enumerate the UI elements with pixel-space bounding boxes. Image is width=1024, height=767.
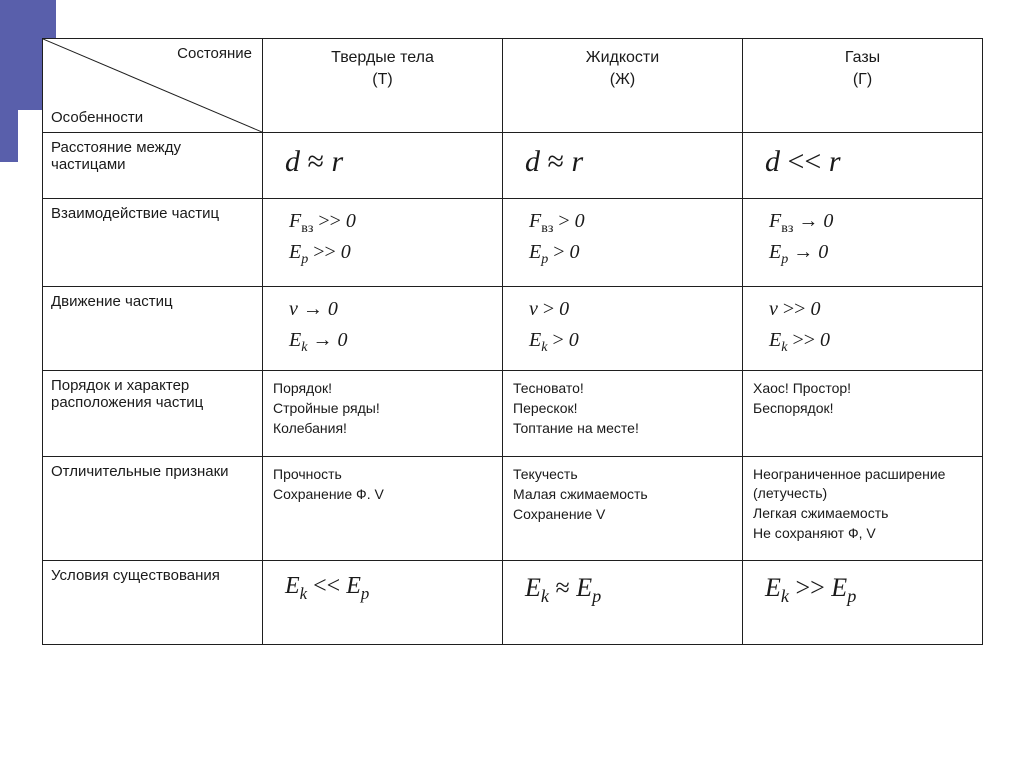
col-header-gas: Газы (Г): [743, 39, 983, 133]
cell-distance-liquid: d ≈ r: [503, 133, 743, 199]
cell-conditions-gas: Ek >> Ep: [743, 561, 983, 645]
list-item: Сохранение V: [513, 505, 732, 524]
row-features: Отличительные признаки Прочность Сохране…: [43, 457, 983, 561]
list-item: Беспорядок!: [753, 399, 972, 418]
table-header-row: Состояние Особенности Твердые тела (Т) Ж…: [43, 39, 983, 133]
cell-arrangement-gas: Хаос! Простор! Беспорядок!: [743, 371, 983, 457]
cell-interaction-liquid: Fвз > 0 Ep > 0: [503, 199, 743, 287]
row-distance: Расстояние между частицами d ≈ r d ≈ r d…: [43, 133, 983, 199]
rowlabel-motion: Движение частиц: [43, 287, 263, 371]
rowlabel-distance: Расстояние между частицами: [43, 133, 263, 199]
cell-motion-gas: v >> 0 Ek >> 0: [743, 287, 983, 371]
row-arrangement: Порядок и характер расположения частиц П…: [43, 371, 983, 457]
list-item: Топтание на месте!: [513, 419, 732, 438]
slide-accent-stripe: [0, 110, 18, 162]
col-title-solid: Твердые тела: [331, 49, 434, 66]
list-item: Текучесть: [513, 465, 732, 484]
list-item: Хаос! Простор!: [753, 379, 972, 398]
rowlabel-features: Отличительные признаки: [43, 457, 263, 561]
list-item: Прочность: [273, 465, 492, 484]
header-diagonal-cell: Состояние Особенности: [43, 39, 263, 133]
cell-interaction-gas: Fвз → 0 Ep → 0: [743, 199, 983, 287]
cell-arrangement-solid: Порядок! Стройные ряды! Колебания!: [263, 371, 503, 457]
rowlabel-conditions: Условия существования: [43, 561, 263, 645]
cell-features-solid: Прочность Сохранение Ф. V: [263, 457, 503, 561]
col-header-liquid: Жидкости (Ж): [503, 39, 743, 133]
header-diag-top: Состояние: [177, 45, 252, 62]
list-item: Колебания!: [273, 419, 492, 438]
col-title-gas: Газы: [845, 49, 880, 66]
cell-conditions-liquid: Ek ≈ Ep: [503, 561, 743, 645]
col-symbol-gas: (Г): [749, 71, 976, 89]
cell-motion-solid: v → 0 Ek → 0: [263, 287, 503, 371]
cell-distance-solid: d ≈ r: [263, 133, 503, 199]
header-diag-bottom: Особенности: [51, 109, 143, 126]
list-item: Легкая сжимаемость: [753, 504, 972, 523]
comparison-table: Состояние Особенности Твердые тела (Т) Ж…: [42, 38, 983, 645]
row-interaction: Взаимодействие частиц Fвз >> 0 Ep >> 0 F…: [43, 199, 983, 287]
col-header-solid: Твердые тела (Т): [263, 39, 503, 133]
cell-features-liquid: Текучесть Малая сжимаемость Сохранение V: [503, 457, 743, 561]
cell-interaction-solid: Fвз >> 0 Ep >> 0: [263, 199, 503, 287]
col-symbol-liquid: (Ж): [509, 71, 736, 89]
list-item: Тесновато!: [513, 379, 732, 398]
cell-features-gas: Неограниченное расширение (летучесть) Ле…: [743, 457, 983, 561]
rowlabel-arrangement: Порядок и характер расположения частиц: [43, 371, 263, 457]
list-item: Сохранение Ф. V: [273, 485, 492, 504]
list-item: Перескок!: [513, 399, 732, 418]
list-item: Не сохраняют Ф, V: [753, 524, 972, 543]
list-item: Малая сжимаемость: [513, 485, 732, 504]
col-symbol-solid: (Т): [269, 71, 496, 89]
cell-distance-gas: d << r: [743, 133, 983, 199]
col-title-liquid: Жидкости: [586, 49, 659, 66]
row-motion: Движение частиц v → 0 Ek → 0 v > 0 Ek > …: [43, 287, 983, 371]
cell-motion-liquid: v > 0 Ek > 0: [503, 287, 743, 371]
comparison-table-container: Состояние Особенности Твердые тела (Т) Ж…: [42, 38, 982, 645]
list-item: Стройные ряды!: [273, 399, 492, 418]
cell-arrangement-liquid: Тесновато! Перескок! Топтание на месте!: [503, 371, 743, 457]
cell-conditions-solid: Ek << Ep: [263, 561, 503, 645]
list-item: Неограниченное расширение (летучесть): [753, 465, 972, 503]
list-item: Порядок!: [273, 379, 492, 398]
rowlabel-interaction: Взаимодействие частиц: [43, 199, 263, 287]
row-conditions: Условия существования Ek << Ep Ek ≈ Ep E…: [43, 561, 983, 645]
